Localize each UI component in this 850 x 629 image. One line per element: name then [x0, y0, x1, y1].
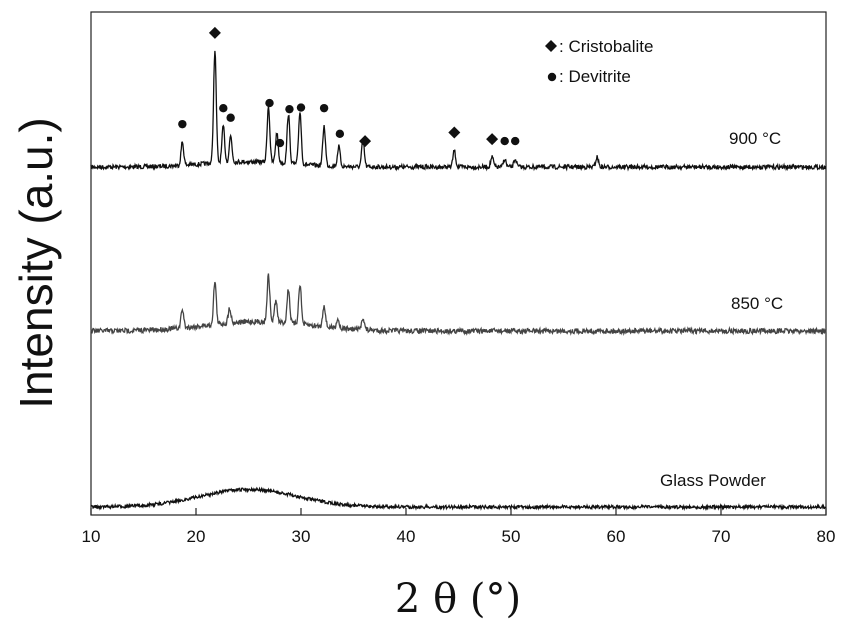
series-line	[90, 273, 827, 336]
devitrite-circle-icon	[226, 113, 235, 122]
x-tick-label: 10	[82, 527, 101, 546]
devitrite-circle-icon	[500, 136, 509, 146]
x-tick-label: 30	[292, 527, 311, 546]
legend-cristobalite-label: : Cristobalite	[559, 37, 653, 56]
devitrite-circle-icon	[335, 129, 345, 139]
cristobalite-diamond-icon	[208, 26, 221, 39]
devitrite-circle-icon	[265, 98, 274, 108]
series-label-850: 850 °C	[731, 294, 783, 313]
x-axis-ticks: 10 20 30 40 50 60 70 80	[82, 508, 836, 546]
legend: : Cristobalite : Devitrite	[545, 37, 653, 86]
legend-devitrite-label: : Devitrite	[559, 67, 631, 86]
cristobalite-diamond-icon	[359, 135, 372, 148]
devitrite-circle-icon	[219, 104, 228, 113]
devitrite-circle-icon	[319, 103, 329, 113]
x-tick-label: 80	[817, 527, 836, 546]
series-label-glass: Glass Powder	[660, 471, 766, 490]
devitrite-circle-icon	[487, 134, 497, 144]
x-tick-label: 40	[397, 527, 416, 546]
devitrite-circle-icon	[275, 138, 285, 148]
legend-circle-icon	[547, 72, 557, 82]
peak-markers	[178, 26, 520, 148]
x-tick-label: 70	[712, 527, 731, 546]
x-tick-label: 60	[607, 527, 626, 546]
plot-frame	[90, 11, 827, 516]
devitrite-circle-icon	[285, 104, 294, 114]
devitrite-circle-icon	[511, 136, 520, 146]
curves-group	[90, 50, 827, 512]
devitrite-circle-icon	[178, 119, 187, 129]
series-label-900: 900 °C	[729, 129, 781, 148]
series-line	[90, 486, 827, 512]
series-line	[90, 50, 827, 172]
y-axis-title: Intensity (a.u.)	[10, 117, 62, 408]
legend-diamond-icon	[545, 40, 557, 52]
devitrite-circle-icon	[296, 103, 306, 112]
x-axis-title: 2 θ (°)	[395, 576, 521, 622]
cristobalite-diamond-icon	[448, 126, 461, 139]
x-tick-label: 50	[502, 527, 521, 546]
x-tick-label: 20	[187, 527, 206, 546]
